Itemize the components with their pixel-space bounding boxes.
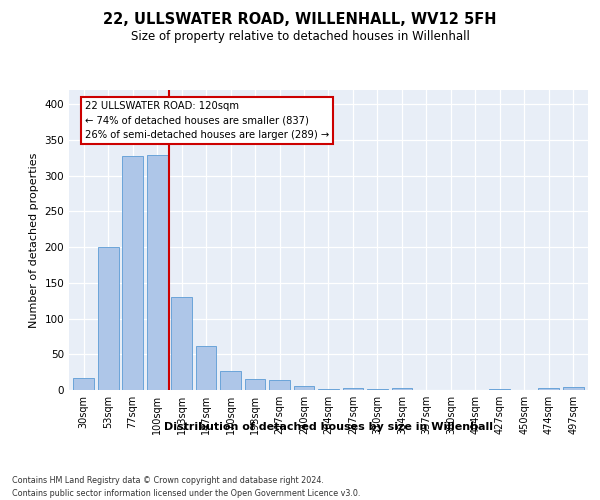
Bar (98, 247, 119, 390)
Bar (367, 388, 388, 390)
Bar (269, 380, 290, 390)
Bar (220, 372, 241, 390)
Bar (343, 388, 364, 390)
Bar (73, 378, 94, 390)
Bar (563, 387, 584, 390)
Bar (392, 388, 412, 390)
Bar (171, 297, 192, 390)
Bar (122, 156, 143, 390)
Bar (293, 386, 314, 390)
Text: Contains HM Land Registry data © Crown copyright and database right 2024.
Contai: Contains HM Land Registry data © Crown c… (12, 476, 361, 498)
Bar (245, 380, 265, 390)
Bar (147, 155, 167, 390)
Bar (196, 346, 217, 390)
Text: Distribution of detached houses by size in Willenhall: Distribution of detached houses by size … (164, 422, 493, 432)
Y-axis label: Number of detached properties: Number of detached properties (29, 152, 39, 328)
Text: 22, ULLSWATER ROAD, WILLENHALL, WV12 5FH: 22, ULLSWATER ROAD, WILLENHALL, WV12 5FH (103, 12, 497, 28)
Text: 22 ULLSWATER ROAD: 120sqm
← 74% of detached houses are smaller (837)
26% of semi: 22 ULLSWATER ROAD: 120sqm ← 74% of detac… (85, 100, 329, 140)
Text: Size of property relative to detached houses in Willenhall: Size of property relative to detached ho… (131, 30, 469, 43)
Bar (318, 388, 339, 390)
Bar (538, 388, 559, 390)
